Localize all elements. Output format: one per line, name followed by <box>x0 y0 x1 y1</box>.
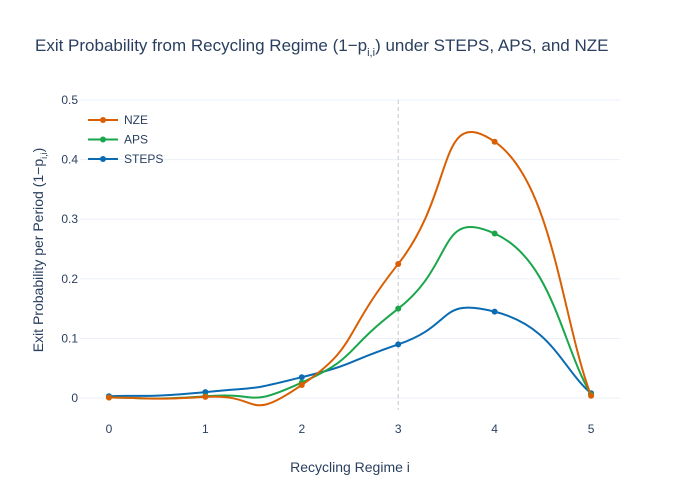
series-group <box>105 131 595 407</box>
x-tick-label: 5 <box>588 422 595 436</box>
y-axis-title: Exit Probability per Period (1−pi,i) <box>30 148 49 353</box>
legend-label-nze: NZE <box>124 113 148 127</box>
data-point-aps <box>395 305 402 312</box>
data-point-nze <box>588 392 595 399</box>
chart-title: Exit Probability from Recycling Regime (… <box>35 36 608 59</box>
y-axis-title-main: Exit Probability per Period (1−p <box>30 159 46 353</box>
legend-label-aps: APS <box>124 133 148 147</box>
chart-title-tail: ) under STEPS, APS, and NZE <box>375 36 608 55</box>
chart-title-subscript: i,i <box>367 47 375 59</box>
x-tick-label: 1 <box>202 422 209 436</box>
y-tick-label: 0.4 <box>61 153 78 167</box>
legend-marker-aps <box>100 136 106 143</box>
x-axis-ticks: 0 1 2 3 4 5 <box>106 422 595 436</box>
y-axis-ticks: 0 0.1 0.2 0.3 0.4 0.5 <box>61 93 78 405</box>
legend-marker-steps <box>100 156 106 162</box>
x-axis-title: Recycling Regime i <box>290 459 410 475</box>
data-point-nze <box>298 381 305 388</box>
data-point-aps <box>491 230 498 237</box>
chart-title-main: Exit Probability from Recycling Regime (… <box>35 36 367 55</box>
y-axis-title-subscript: i,i <box>39 152 49 159</box>
series-line-aps <box>108 226 592 400</box>
y-tick-label: 0.2 <box>61 272 78 286</box>
data-point-steps <box>298 374 305 381</box>
x-tick-label: 3 <box>395 422 402 436</box>
data-point-steps <box>202 389 209 396</box>
legend: NZE APS STEPS <box>88 113 163 166</box>
x-tick-label: 2 <box>298 422 305 436</box>
series-line-nze <box>108 131 593 407</box>
y-tick-label: 0 <box>71 391 78 405</box>
data-point-nze <box>395 260 402 267</box>
y-axis-title-tail: ) <box>30 148 46 153</box>
data-point-nze <box>491 138 498 145</box>
y-tick-label: 0.5 <box>61 93 78 107</box>
y-tick-label: 0.1 <box>61 331 78 345</box>
data-point-steps <box>491 308 498 315</box>
data-point-steps <box>395 341 402 348</box>
legend-marker-nze <box>100 117 106 123</box>
x-tick-label: 0 <box>106 422 113 436</box>
y-tick-label: 0.3 <box>61 212 78 226</box>
grid <box>80 99 620 399</box>
x-tick-label: 4 <box>491 422 498 436</box>
data-point-nze <box>105 394 112 401</box>
data-point-nze <box>202 393 209 400</box>
legend-label-steps: STEPS <box>124 152 163 166</box>
